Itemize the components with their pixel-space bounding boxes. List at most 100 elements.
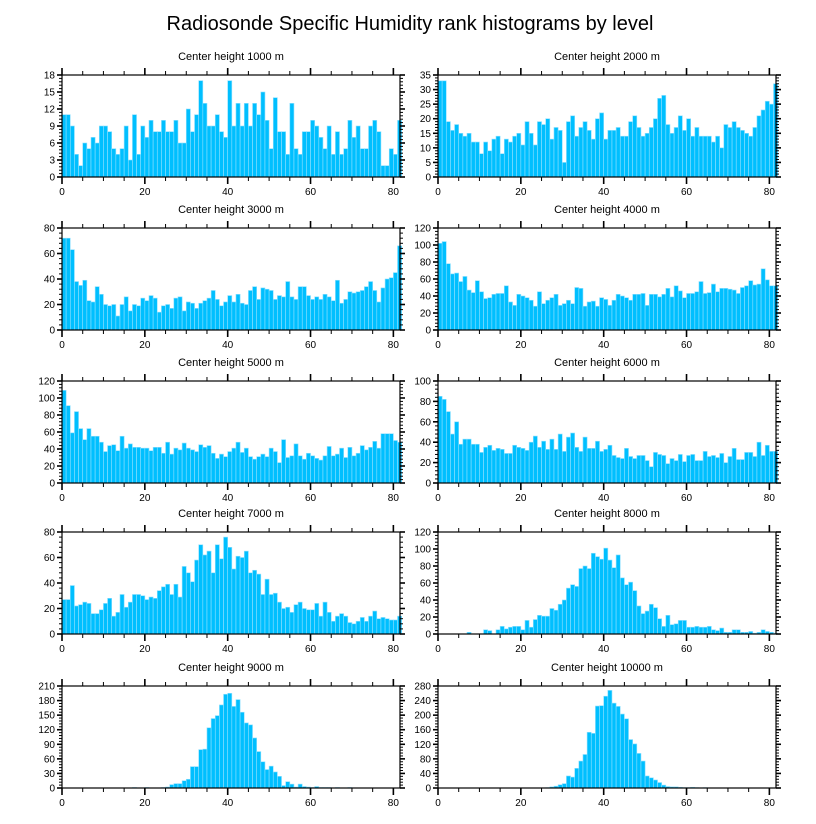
histogram-bar [264,578,270,635]
histogram-bar [462,438,468,484]
histogram-bar [644,460,650,484]
histogram-bar [256,299,262,331]
histogram-bar [690,454,696,484]
histogram-bar [611,299,617,331]
histogram-bar [632,293,638,331]
histogram-bar [702,135,708,178]
histogram-bar [165,441,170,484]
y-tick-label: 100 [414,377,431,388]
histogram-bar [90,613,96,635]
histogram-bar [393,619,398,635]
y-tick-label: 40 [420,596,432,607]
histogram-bar [470,292,476,331]
histogram-bar [127,443,133,484]
x-tick-label: 20 [515,340,527,351]
histogram-bar [194,114,199,178]
histogram-bar [61,599,67,635]
histogram-bar [590,733,596,789]
histogram-bar [272,451,278,484]
histogram-bar [330,154,336,178]
histogram-bar [615,293,621,331]
histogram-bar [715,457,720,484]
histogram-bar [566,587,571,635]
histogram-bar [574,135,580,178]
histogram-bar [165,131,170,178]
histogram-bar [181,442,187,484]
y-tick-label: 40 [44,445,56,456]
histogram-bar [372,441,378,484]
histogram-bar [219,558,224,635]
histogram-bar [723,462,729,484]
histogram-bar [479,452,484,484]
histogram-bar [607,130,613,178]
histogram-bar [181,310,187,331]
plot-frame [61,685,401,789]
histogram-bar [256,456,262,484]
histogram-bar [98,293,104,331]
histogram-bar [686,118,691,178]
y-tick-label: 20 [44,300,56,311]
histogram-bar [595,440,600,484]
histogram-bar [210,125,216,178]
histogram-bar [206,445,212,484]
panel-title: Center height 9000 m [178,662,284,674]
y-tick-label: 40 [44,579,56,590]
histogram-bar [669,458,675,484]
histogram-bar [169,453,175,484]
histogram-bar [61,390,67,484]
histogram-bar [582,121,588,178]
histogram-bar [61,237,67,331]
histogram-bar [74,281,79,331]
histogram-bar [78,165,84,178]
histogram-bar [541,615,546,635]
histogram-bar [636,753,642,789]
y-tick-label: 210 [38,682,55,693]
histogram-bar [648,466,654,484]
histogram-bar [123,606,129,635]
histogram-bar [537,614,542,635]
histogram-bar [619,577,625,635]
x-tick-label: 40 [598,644,610,655]
histogram-bar [368,446,373,484]
y-tick-label: 160 [414,725,431,736]
histogram-bar [231,706,237,789]
x-tick-label: 40 [598,798,610,809]
histogram-bar [140,447,146,484]
x-tick-label: 80 [764,187,776,198]
histogram-bar [61,114,67,178]
histogram-bar [590,300,596,331]
histogram-bar [682,130,687,178]
histogram-bar [723,288,729,331]
histogram-bar [537,291,542,331]
histogram-bar [454,124,460,178]
histogram-bar [769,451,774,484]
histogram-bar [553,609,559,635]
x-tick-label: 80 [764,493,776,504]
histogram-bar [355,291,361,331]
histogram-bar [541,124,546,178]
histogram-bar [590,448,596,484]
histogram-bar [177,783,183,789]
histogram-bar [185,108,191,178]
histogram-bar [74,605,79,635]
histogram-bar [570,115,575,178]
histogram-bar [314,125,320,178]
x-tick-label: 20 [139,493,151,504]
histogram-bar [194,766,199,789]
histogram-bar [561,451,567,484]
histogram-bar [632,115,638,178]
histogram-bar [380,165,386,178]
y-tick-label: 0 [49,784,55,795]
histogram-bar [227,80,233,178]
histogram-bar [322,148,328,178]
histogram-bar [285,154,291,178]
histogram-bar [115,154,121,178]
histogram-bar [301,458,307,484]
histogram-bar [65,405,71,484]
histogram-bar [173,120,179,178]
y-tick-label: 0 [49,479,55,490]
x-tick-label: 40 [222,187,234,198]
histogram-bar [235,103,241,178]
histogram-bar [297,154,303,178]
histogram-bar [322,455,328,484]
